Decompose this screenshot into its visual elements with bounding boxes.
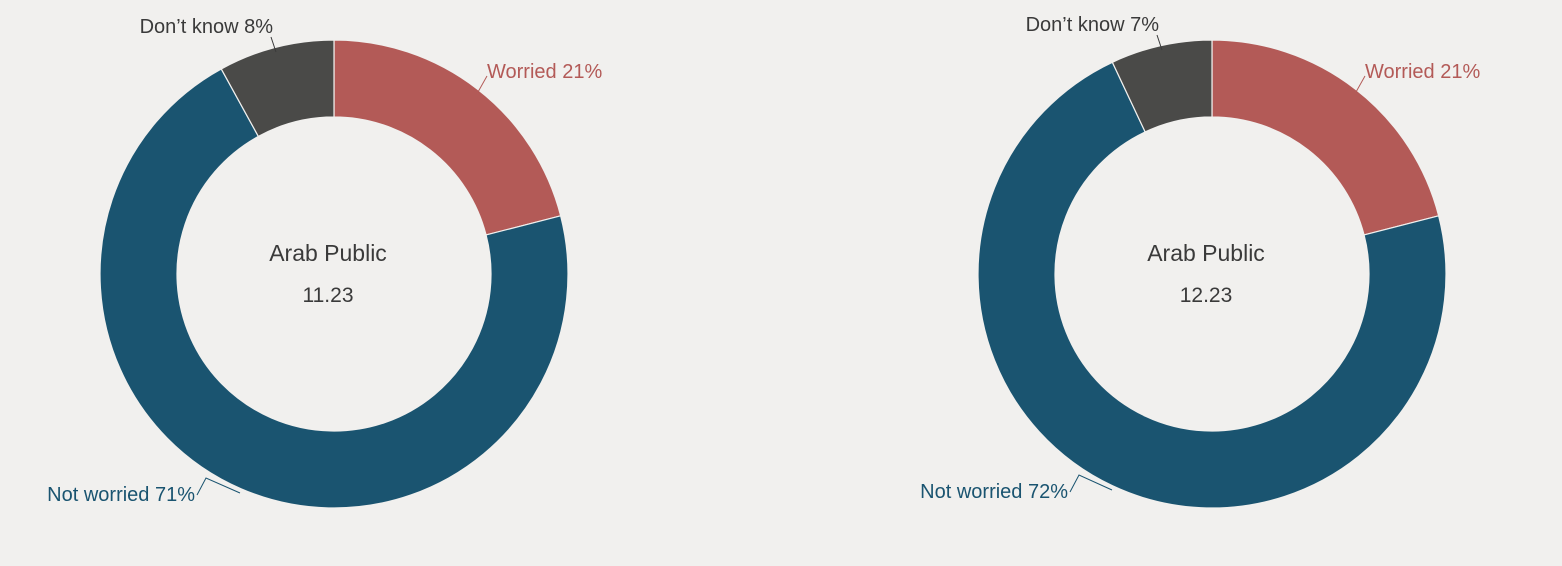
slice-label-don-t-know: Don’t know 8% [140, 16, 274, 38]
leader-line-don-t-know [1156, 34, 1163, 51]
leader-line-worried [477, 75, 488, 93]
slice-worried [1211, 39, 1440, 236]
leader-line-worried [1355, 75, 1366, 93]
slice-label-worried: Worried 21% [1365, 61, 1480, 83]
slice-label-don-t-know: Don’t know 7% [1026, 14, 1160, 36]
center-title: Arab Public [269, 240, 387, 266]
slice-don-t-know [1111, 39, 1213, 133]
leader-line-not-worried [1069, 474, 1113, 493]
center-title: Arab Public [1147, 240, 1265, 266]
slice-worried [333, 39, 562, 236]
leader-line-not-worried [196, 477, 241, 496]
slice-label-not-worried: Not worried 72% [920, 481, 1068, 503]
slice-not-worried [977, 61, 1447, 509]
slice-label-not-worried: Not worried 71% [47, 484, 195, 506]
donut-chart-left: Worried 21%Not worried 71%Don’t know 8% … [47, 16, 602, 509]
slice-label-worried: Worried 21% [487, 61, 602, 83]
slice-not-worried [99, 68, 569, 509]
slice-don-t-know [220, 39, 335, 138]
donut-chart-right: Worried 21%Not worried 72%Don’t know 7% … [920, 14, 1480, 509]
center-subtitle: 12.23 [1180, 284, 1233, 307]
center-subtitle: 11.23 [303, 284, 354, 307]
leader-line-don-t-know [270, 36, 277, 53]
